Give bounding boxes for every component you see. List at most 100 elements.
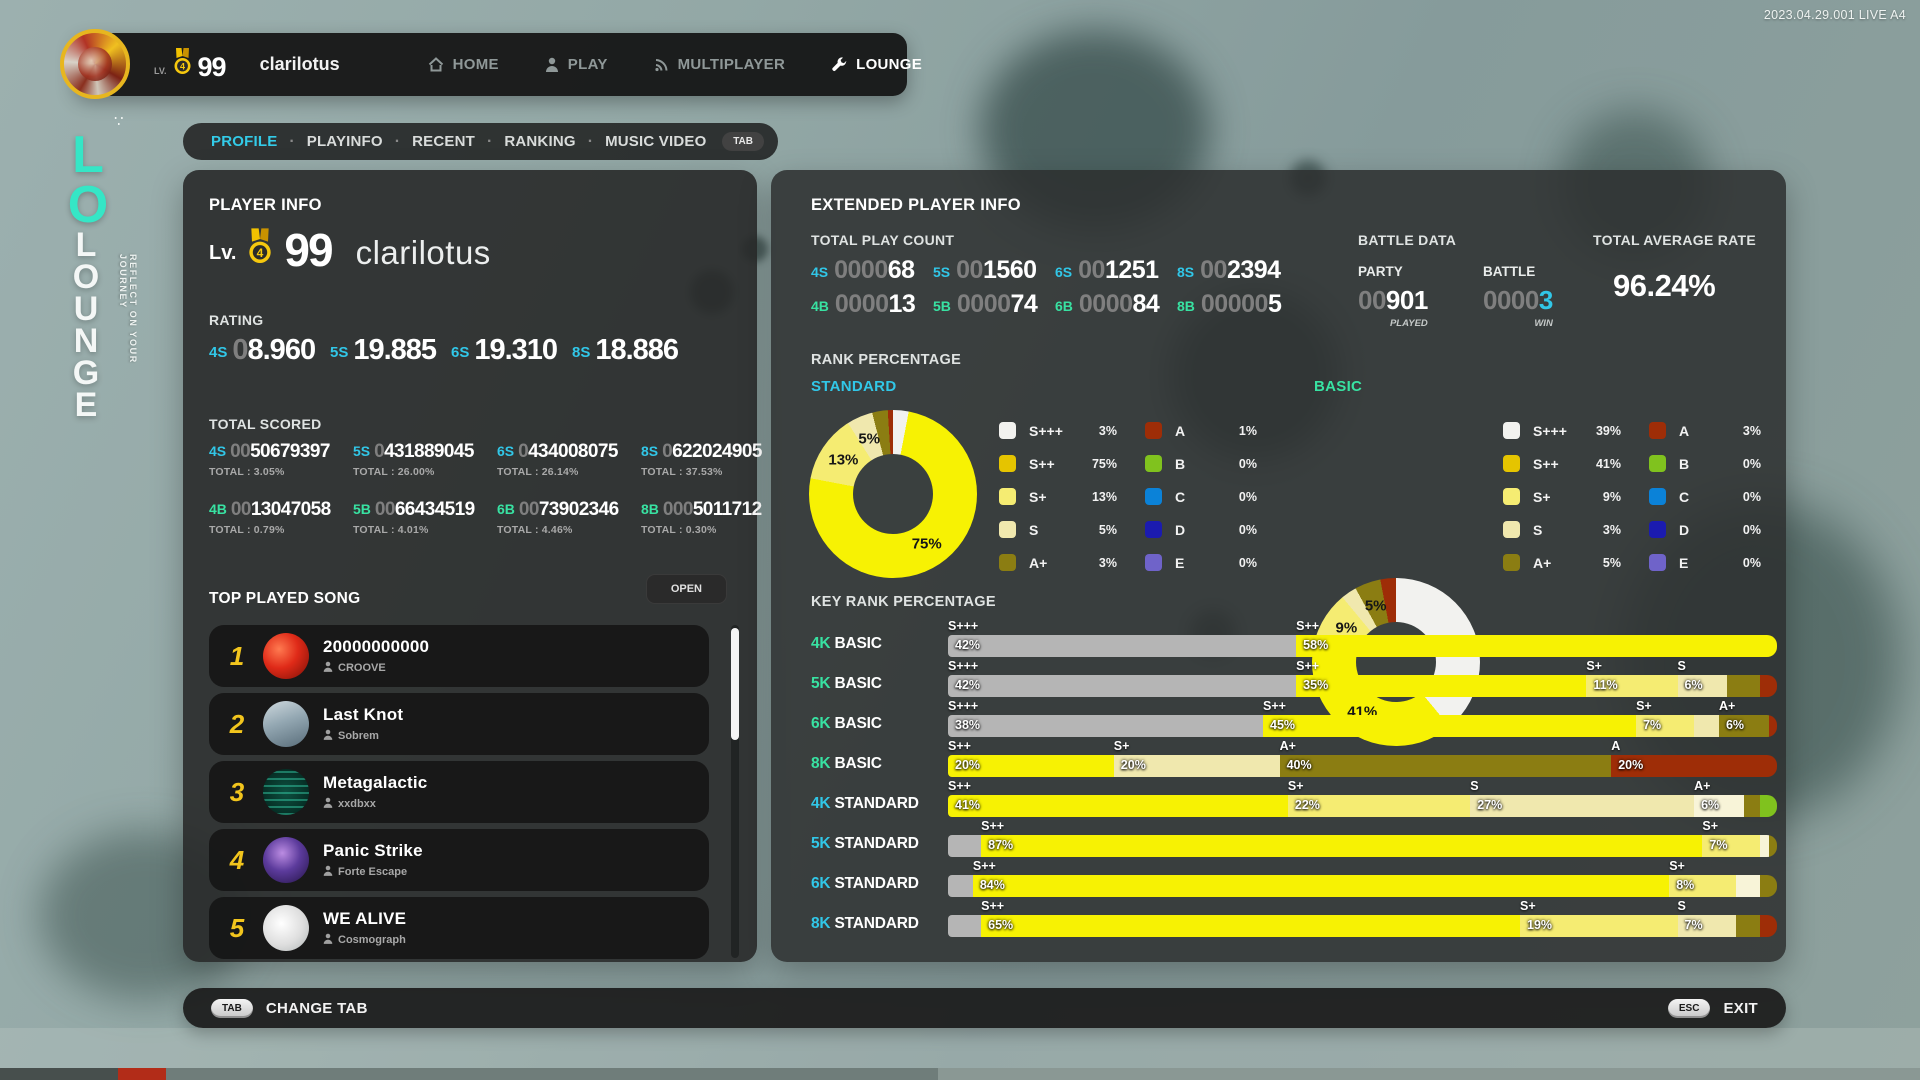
key-rank-title: KEY RANK PERCENTAGE [811,594,996,610]
player-icon [545,57,559,72]
tab-keycap[interactable]: TAB [211,998,253,1018]
song-row[interactable]: 4 Panic Strike Forte Escape [209,829,709,891]
legend-swatch [999,455,1016,472]
legend-swatch [1503,422,1520,439]
player-level: 99 [284,223,333,276]
person-icon [323,933,333,947]
rating-item-6S: 6S 19.310 [451,334,558,366]
brand-dots: ∵ [114,113,126,130]
medal-icon: 4 [246,228,274,271]
play-count-item-8B: 8B 000005 [1177,290,1282,318]
tab-recent[interactable]: RECENT [412,133,475,150]
song-scrollbar-thumb[interactable] [731,628,739,740]
play-count-item-6S: 6S 001251 [1055,256,1159,284]
tab-profile[interactable]: PROFILE [211,133,278,150]
legend-swatch [1649,554,1666,571]
stacked-bar: 20% 20% 40% 20% [948,755,1777,777]
legend-item-D: D 0% [1145,513,1257,546]
album-art [263,633,309,679]
song-row[interactable]: 2 Last Knot Sobrem [209,693,709,755]
tab-ranking[interactable]: RANKING [504,133,576,150]
album-art [263,701,309,747]
scored-item-4S: 4S 0050679397 TOTAL : 3.05% [209,441,330,478]
play-count-item-4B: 4B 000013 [811,290,916,318]
nav-lounge[interactable]: LOUNGE [831,56,922,73]
key-rank-row-4K-BASIC: 4K BASIC S+++ S++ 42% 58% [811,619,1777,657]
scored-item-6B: 6B 0073902346 TOTAL : 4.46% [497,499,619,536]
standard-donut-chart: 75% 13% 5% [809,410,977,578]
rank-mark: S [1470,779,1479,793]
song-row[interactable]: 1 20000000000 CROOVE [209,625,709,687]
signal-icon [654,57,669,72]
legend-swatch [1649,422,1666,439]
nav-home[interactable]: HOME [428,56,499,73]
stacked-bar: 84% 8% [948,875,1777,897]
tab-separator: · [587,132,594,150]
legend-swatch [999,422,1016,439]
bar-segment: 20% [948,755,1114,777]
player-info-panel: PLAYER INFO Lv. 4 99 clarilotus RATING 4… [183,170,762,962]
rank-mark: S+++ [948,659,979,673]
lv-label: LV. [154,66,167,76]
brand-lo: LO [59,126,117,226]
bar-segment: 58% [1296,635,1777,657]
open-button[interactable]: OPEN [645,574,727,604]
legend-item-S+: S+ 13% [999,480,1117,513]
album-art [263,837,309,883]
bar-segment: 65% [981,915,1520,937]
avatar[interactable] [60,29,130,99]
legend-item-A+: A+ 5% [1503,546,1621,579]
lounge-brand: ∵ LO LOUNGE REFLECT ON YOUR JOURNEY [59,113,138,418]
username: clarilotus [259,54,340,74]
battle-value: 00003 [1483,285,1553,315]
avg-rate-value: 96.24% [1613,268,1716,303]
rank-mark: S++ [972,859,996,873]
esc-keycap[interactable]: ESC [1667,998,1711,1018]
nav-multiplayer[interactable]: MULTIPLAYER [654,56,785,73]
rank-percentage-title: RANK PERCENTAGE [811,352,962,368]
basic-legend-col1: S+++ 39% S++ 41% S+ 9% S 3% A+ 5% [1503,414,1621,579]
rank-mark: S+ [1669,859,1685,873]
bar-segment: 8% [1669,875,1736,897]
top-navigation-bar: LV. 4 99 clarilotus HOME PLAY [74,33,922,96]
song-row[interactable]: 5 WE ALIVE Cosmograph [209,897,709,959]
party-label: PARTY [1358,264,1403,279]
rating-item-5S: 5S 19.885 [330,334,437,366]
song-row[interactable]: 3 Metagalactic xxdbxx [209,761,709,823]
standard-legend-col1: S+++ 3% S++ 75% S+ 13% S 5% A+ 3% [999,414,1117,579]
legend-item-C: C 0% [1145,480,1257,513]
play-count-item-6B: 6B 000084 [1055,290,1160,318]
bar-segment: 42% [948,675,1297,697]
level-value: 99 [197,52,227,82]
tab-separator: · [487,132,493,150]
bar-segment [1760,875,1777,897]
legend-swatch [1503,521,1520,538]
legend-swatch [999,488,1016,505]
donut-slice-label: 5% [1364,597,1387,615]
bottom-strip-red [118,1068,166,1080]
exit-label: EXIT [1723,999,1758,1017]
brand-lounge: LOUNGE [67,226,105,418]
rank-mark: A+ [1718,699,1736,713]
bar-segment: 6% [1677,675,1728,697]
rating-list: 4S 08.960 5S 19.885 6S 19.310 8S 18.886 [209,336,693,365]
rating-item-8S: 8S 18.886 [572,334,679,366]
party-sub: PLAYED [1389,318,1428,329]
tab-music-video[interactable]: MUSIC VIDEO [605,133,707,150]
bar-segment [1760,915,1777,937]
play-count-title: TOTAL PLAY COUNT [811,232,955,248]
song-scrollbar[interactable] [731,625,739,958]
bar-segment: 7% [1677,915,1736,937]
person-icon [323,661,333,675]
tab-key-hint[interactable]: TAB [722,132,764,151]
nav-play[interactable]: PLAY [545,56,608,73]
svg-text:4: 4 [257,246,264,260]
extended-title: EXTENDED PLAYER INFO [811,196,1021,214]
person-icon [323,797,333,811]
album-art [263,905,309,951]
tab-playinfo[interactable]: PLAYINFO [306,133,383,150]
rank-mark: S++ [981,819,1005,833]
rank-mark: S++ [948,779,971,793]
avg-rate-title: TOTAL AVERAGE RATE [1593,232,1757,248]
tab-separator: · [394,132,401,150]
